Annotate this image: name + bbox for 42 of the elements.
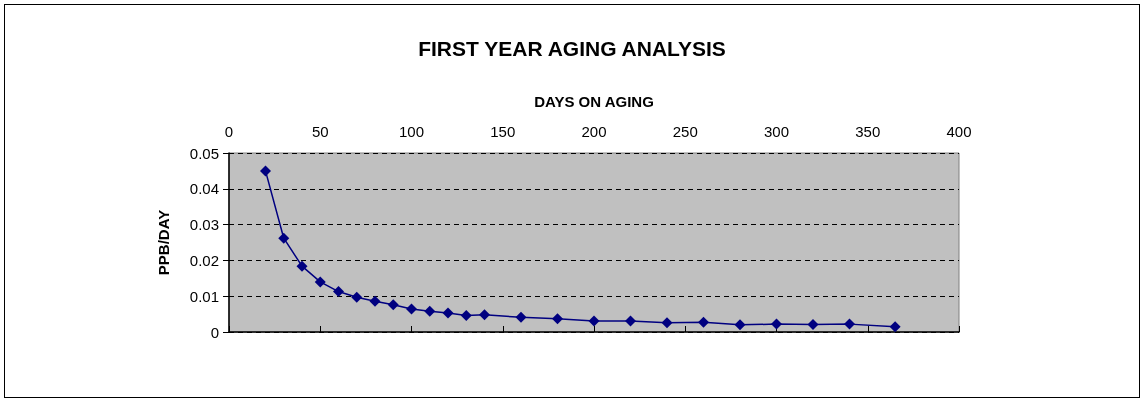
point <box>460 310 472 322</box>
x-tick-label: 0 <box>224 123 234 140</box>
point <box>625 315 636 327</box>
point <box>479 309 490 321</box>
point <box>807 318 819 330</box>
x-tick-label: 300 <box>763 123 790 140</box>
x-tick-label: 200 <box>581 123 607 140</box>
point <box>260 165 271 177</box>
point <box>588 315 600 327</box>
point <box>406 303 417 315</box>
point <box>424 305 436 317</box>
point <box>515 311 527 323</box>
x-tick-label: 100 <box>398 123 425 140</box>
y-tick-label: 0 <box>210 323 219 341</box>
y-tick-label: 0.04 <box>189 180 219 198</box>
x-tick-label: 250 <box>672 123 698 140</box>
point <box>278 232 290 244</box>
point <box>442 307 454 319</box>
point <box>661 317 673 329</box>
y-tick-label: 0.02 <box>189 251 219 269</box>
point <box>771 318 782 330</box>
point <box>889 321 901 333</box>
chart-title: FIRST YEAR AGING ANALYSIS <box>418 37 726 60</box>
x-tick-label: 50 <box>311 123 329 140</box>
x-tick-label: 350 <box>855 123 881 140</box>
point <box>552 313 563 325</box>
y-tick-label: 0.03 <box>189 216 219 234</box>
x-tick-label: 150 <box>490 123 516 140</box>
point <box>296 260 308 272</box>
x-tick-label: 400 <box>946 123 972 140</box>
point <box>387 299 399 311</box>
point <box>698 316 709 328</box>
point <box>369 295 381 307</box>
y-tick-label: 0.05 <box>189 144 219 162</box>
x-axis-title: DAYS ON AGING <box>534 93 654 110</box>
point <box>844 318 855 330</box>
y-axis-title: PPB/DAY <box>155 209 172 276</box>
point <box>314 276 326 288</box>
point <box>734 319 746 331</box>
y-tick-label: 0.01 <box>189 287 219 305</box>
point <box>351 291 363 303</box>
point <box>333 286 344 298</box>
